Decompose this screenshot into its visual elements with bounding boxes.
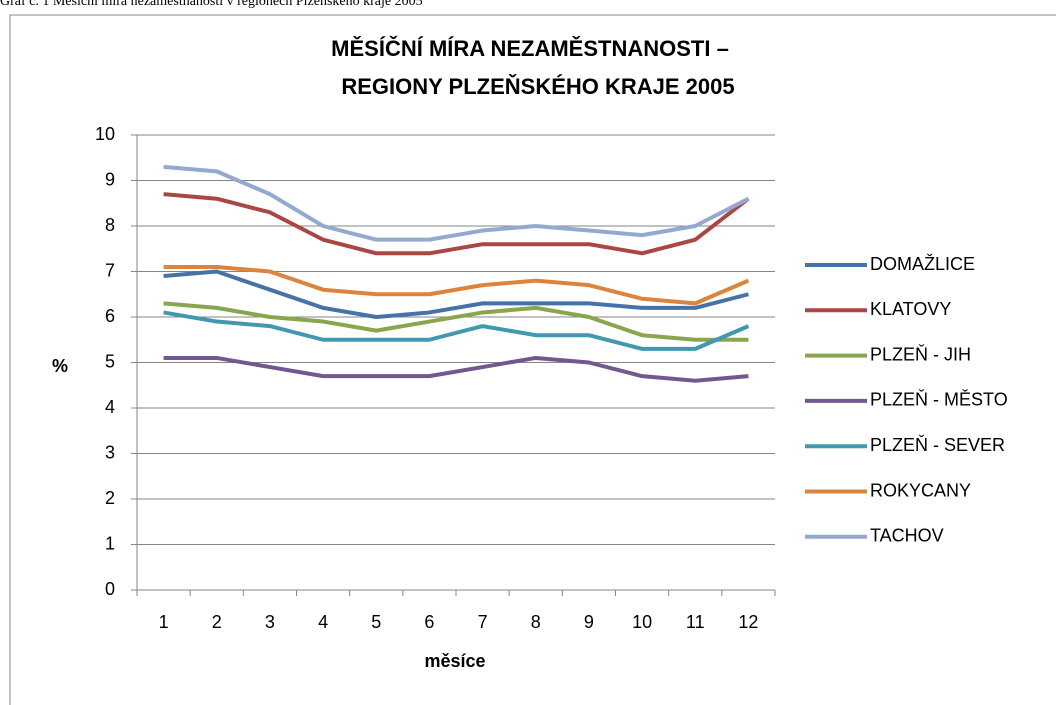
series-line [163,301,749,342]
x-tick-label: 1 [159,612,169,632]
series-line [163,355,749,383]
x-tick-label: 5 [371,612,381,632]
legend-label: ROKYCANY [870,480,971,500]
legend-label: PLZEŇ - MĚSTO [870,390,1008,410]
y-tick-label: 6 [105,306,115,326]
x-axis-label: měsíce [424,651,485,671]
x-tick-label: 8 [531,612,541,632]
series-line [163,264,750,306]
legend-label: PLZEŇ - SEVER [870,435,1005,455]
legend-label: PLZEŇ - JIH [870,344,971,364]
x-tick-label: 12 [738,612,758,632]
series-line [163,269,749,319]
y-tick-label: 1 [105,533,115,553]
series-line [163,310,750,351]
y-tick-label: 3 [105,442,115,462]
chart-title: REGIONY PLZEŇSKÉHO KRAJE 2005 [341,74,734,99]
chart-title: MĚSÍČNÍ MÍRA NEZAMĚSTNANOSTI – [331,36,729,61]
series-line [163,164,750,242]
x-tick-label: 11 [686,612,705,632]
x-tick-label: 9 [584,612,594,632]
legend-label: TACHOV [870,526,944,546]
y-axis-label: % [52,356,68,376]
legend-label: KLATOVY [870,299,951,319]
x-tick-label: 10 [632,612,652,632]
chart-frame [9,14,1056,705]
y-tick-label: 9 [105,169,115,189]
y-tick-label: 7 [105,260,115,280]
x-tick-label: 2 [212,612,222,632]
series-line [163,192,750,256]
legend-label: DOMAŽLICE [870,254,975,274]
x-tick-label: 7 [478,612,488,632]
y-tick-label: 8 [105,215,115,235]
y-tick-label: 0 [105,579,115,599]
y-tick-label: 2 [105,488,115,508]
caption: Graf č. 1 Měsíční míra nezaměstnanosti v… [0,0,423,9]
y-tick-label: 10 [95,124,115,144]
y-tick-label: 5 [105,351,115,371]
x-tick-label: 3 [265,612,275,632]
y-tick-label: 4 [105,397,115,417]
x-tick-label: 6 [424,612,434,632]
x-tick-label: 4 [318,612,328,632]
